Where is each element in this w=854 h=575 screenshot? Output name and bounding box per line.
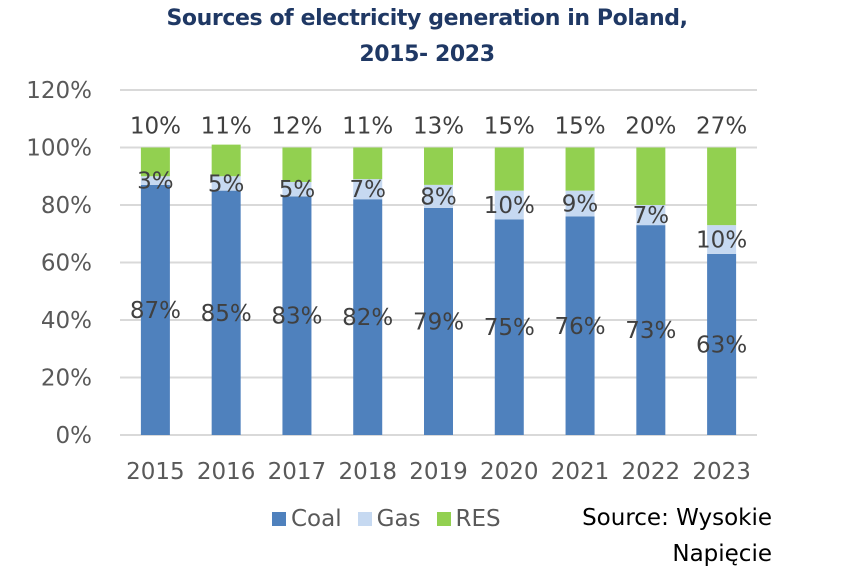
y-tick-label: 40% [41,308,92,334]
data-label-gas-2022: 7% [633,203,670,229]
legend-swatch-coal [272,512,286,526]
y-tick-label: 120% [26,78,92,104]
x-tick-label: 2022 [622,459,681,485]
chart-title-line-2: 2015- 2023 [359,42,495,67]
bar-gas-2023 [707,225,737,254]
legend: Coal Gas RES [272,506,517,532]
x-tick-label: 2020 [480,459,539,485]
legend-label-gas: Gas [376,506,421,532]
bar-gas-2021 [565,190,595,217]
data-label-coal-2019: 79% [413,309,464,335]
x-tick-label: 2019 [409,459,468,485]
legend-label-coal: Coal [291,506,342,532]
legend-swatch-res [436,512,451,526]
bar-gas-2020 [494,190,524,220]
source-line-1: Source: Wysokie [582,505,772,531]
bar-res-2023 [707,147,737,226]
data-label-res-2021: 15% [554,114,605,140]
data-label-res-2017: 12% [271,114,322,140]
source-note: Source: Wysokie Napięcie [582,500,772,572]
data-label-coal-2016: 85% [201,301,252,327]
data-label-coal-2017: 83% [271,304,322,330]
bar-gas-2018 [353,179,383,200]
data-label-res-2022: 20% [625,114,676,140]
y-tick-label: 100% [26,136,92,162]
bar-coal-2019 [424,207,453,435]
data-label-coal-2023: 63% [696,332,747,358]
data-label-gas-2023: 10% [696,228,747,254]
bar-coal-2017 [282,196,312,435]
x-tick-label: 2015 [126,459,185,485]
x-tick-label: 2021 [551,459,610,485]
data-label-gas-2019: 8% [420,184,457,210]
bar-coal-2021 [565,216,595,435]
bar-gas-2019 [424,184,453,208]
data-label-res-2023: 27% [696,114,747,140]
bar-res-2016 [211,144,241,177]
y-tick-label: 0% [56,423,93,449]
y-tick-label: 20% [41,366,92,392]
bar-gas-2022 [636,205,666,226]
data-label-res-2020: 15% [484,114,535,140]
data-labels: 87% 3% 10% 85% 5% 11% 83% 5% 12% 82% 7% 11% 79% 8% 13%… [130,114,747,359]
data-label-res-2015: 10% [130,114,181,140]
data-label-coal-2021: 76% [554,314,605,340]
bar-coal-2022 [636,225,666,435]
x-tick-label: 2018 [338,459,397,485]
bars [140,144,737,435]
bar-res-2022 [636,147,666,205]
data-label-gas-2017: 5% [279,177,316,203]
bar-gas-2016 [211,176,241,191]
bar-res-2017 [282,147,312,182]
chart-title-line-1: Sources of electricity generation in Pol… [166,6,688,31]
bar-gas-2017 [282,182,312,197]
bar-res-2018 [353,147,383,180]
data-label-gas-2018: 7% [349,177,386,203]
y-axis-ticks: 0% 20% 40% 60% 80% 100% 120% [26,78,92,449]
data-label-res-2016: 11% [201,114,252,140]
legend-item-coal: Coal [272,506,342,532]
bar-coal-2018 [353,199,383,435]
bar-res-2021 [565,147,595,191]
x-tick-label: 2017 [268,459,327,485]
data-label-gas-2021: 9% [562,192,599,218]
source-line-2: Napięcie [672,541,772,567]
bar-res-2019 [424,147,453,185]
data-label-coal-2015: 87% [130,298,181,324]
data-label-gas-2016: 5% [208,171,245,197]
data-label-gas-2015: 3% [137,169,174,195]
bar-coal-2016 [211,190,241,435]
x-tick-label: 2023 [692,459,751,485]
x-tick-label: 2016 [197,459,256,485]
x-axis-ticks: 2015 2016 2017 2018 2019 2020 2021 2022 2023 [126,459,751,485]
bar-res-2020 [494,147,524,191]
bar-coal-2015 [140,184,170,435]
legend-item-res: RES [436,506,501,532]
y-tick-label: 80% [41,193,92,219]
bar-coal-2023 [707,253,737,435]
legend-swatch-gas [357,512,372,526]
data-label-res-2019: 13% [413,114,464,140]
legend-item-gas: Gas [357,506,421,532]
y-tick-label: 60% [41,251,92,277]
data-label-gas-2020: 10% [484,193,535,219]
bar-res-2015 [140,147,170,177]
bar-coal-2020 [494,219,524,435]
data-label-coal-2022: 73% [625,318,676,344]
legend-label-res: RES [455,506,501,532]
data-label-res-2018: 11% [342,114,393,140]
bar-gas-2015 [140,176,170,185]
data-label-coal-2018: 82% [342,305,393,331]
data-label-coal-2020: 75% [484,315,535,341]
